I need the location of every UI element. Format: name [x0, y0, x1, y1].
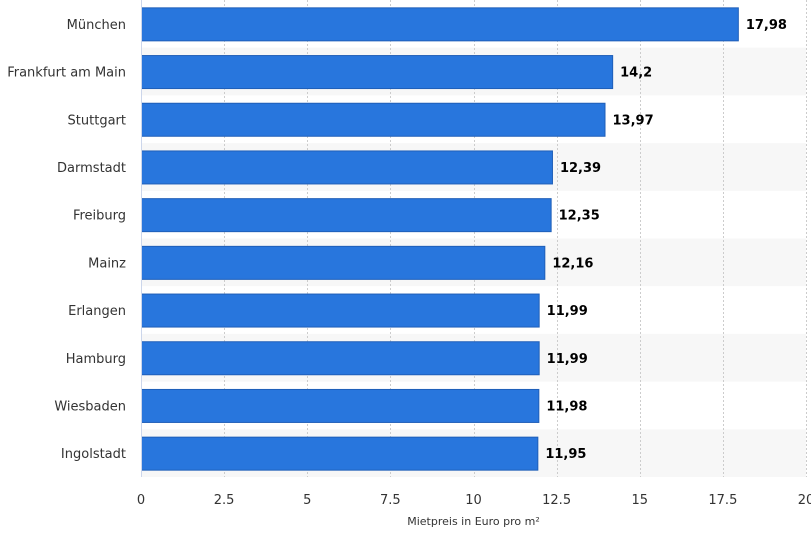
bar [141, 293, 540, 328]
x-tick-label: 17.5 [708, 493, 737, 508]
x-tick-label: 5 [303, 493, 311, 508]
value-label: 14,2 [620, 66, 652, 81]
x-tick-label: 15 [631, 493, 648, 508]
category-label: Hamburg [66, 352, 126, 367]
bar [141, 150, 553, 185]
value-label: 11,99 [547, 304, 588, 319]
bar [141, 388, 540, 423]
bar [141, 198, 552, 233]
x-tick-label: 2.5 [214, 493, 235, 508]
category-label: Stuttgart [68, 113, 126, 128]
category-label: Ingolstadt [61, 447, 126, 462]
category-label: Wiesbaden [54, 399, 126, 414]
value-label: 13,97 [613, 113, 654, 128]
category-label: Freiburg [73, 209, 126, 224]
bar [141, 55, 614, 90]
bar [141, 341, 540, 376]
value-label: 12,16 [552, 256, 593, 271]
category-label: Erlangen [68, 304, 126, 319]
bars [141, 7, 739, 471]
value-label: 12,35 [559, 209, 600, 224]
x-tick-label: 12.5 [542, 493, 571, 508]
value-labels: 17,98 14,2 13,97 12,39 12,35 12,16 11,99 11,99 1… [545, 18, 787, 462]
value-label: 17,98 [746, 18, 787, 33]
value-label: 11,99 [547, 352, 588, 367]
x-tick-label: 7.5 [380, 493, 401, 508]
x-tick-label: 10 [465, 493, 482, 508]
category-label: München [67, 18, 126, 33]
bar [141, 7, 739, 42]
value-label: 11,95 [545, 447, 586, 462]
category-labels: München Frankfurt am Main Stuttgart Darmsta… [7, 18, 126, 462]
bar [141, 102, 606, 137]
x-tick-label: 0 [137, 493, 145, 508]
x-tick-label: 20 [798, 493, 811, 508]
category-label: Darmstadt [57, 161, 126, 176]
x-axis: 0 2.5 5 7.5 10 12.5 15 17.5 20 [137, 0, 811, 508]
bar [141, 436, 539, 471]
x-axis-title: Mietpreis in Euro pro m² [407, 515, 540, 528]
category-label: Mainz [88, 256, 126, 271]
value-label: 11,98 [546, 399, 587, 414]
category-label: Frankfurt am Main [7, 66, 126, 81]
value-label: 12,39 [560, 161, 601, 176]
bar [141, 245, 546, 280]
